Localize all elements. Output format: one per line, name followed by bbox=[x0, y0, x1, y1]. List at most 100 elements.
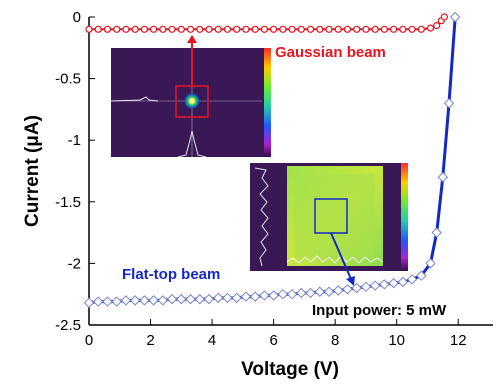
x-tick-label: 10 bbox=[388, 332, 405, 349]
data-point bbox=[286, 288, 298, 300]
data-point bbox=[362, 25, 370, 33]
data-point bbox=[259, 290, 270, 301]
data-point bbox=[334, 25, 342, 33]
data-point bbox=[417, 25, 425, 33]
x-axis: 0 2 4 6 8 10 12 bbox=[85, 319, 467, 349]
data-point bbox=[83, 297, 95, 309]
data-point bbox=[131, 25, 139, 33]
x-axis-title: Voltage (V) bbox=[241, 359, 339, 380]
data-point bbox=[449, 11, 461, 23]
x-tick-label: 12 bbox=[450, 332, 467, 349]
y-tick-label: -1 bbox=[68, 132, 81, 149]
data-point bbox=[433, 22, 441, 30]
data-point bbox=[176, 293, 187, 305]
data-point bbox=[113, 25, 121, 33]
data-point bbox=[240, 291, 252, 302]
data-point bbox=[353, 25, 361, 33]
y-axis: 0 -0.5 -1 -1.5 -2 -2.5 bbox=[55, 9, 95, 334]
y-tick-label: -2 bbox=[68, 255, 81, 272]
data-point bbox=[93, 296, 104, 307]
data-point bbox=[140, 25, 148, 33]
y-tick-label: -2.5 bbox=[55, 317, 81, 334]
data-point bbox=[94, 25, 102, 33]
data-point bbox=[205, 25, 213, 33]
data-point bbox=[323, 286, 335, 297]
data-point bbox=[342, 284, 353, 295]
data-point bbox=[111, 296, 122, 307]
data-point bbox=[168, 25, 176, 33]
data-point bbox=[214, 25, 222, 33]
x-tick-label: 4 bbox=[208, 332, 216, 349]
data-point bbox=[305, 287, 316, 299]
data-point bbox=[231, 292, 242, 304]
data-point bbox=[416, 270, 427, 281]
data-point bbox=[296, 287, 307, 299]
data-point bbox=[360, 281, 372, 293]
data-point bbox=[440, 13, 448, 21]
data-point bbox=[297, 25, 305, 33]
data-point bbox=[166, 293, 178, 305]
data-point bbox=[186, 25, 195, 33]
series-layer bbox=[83, 11, 461, 309]
data-point bbox=[425, 258, 436, 269]
data-point bbox=[148, 295, 159, 306]
plot-frame bbox=[88, 17, 493, 326]
data-point bbox=[443, 98, 455, 109]
data-point bbox=[102, 296, 113, 307]
flattop-arrow bbox=[330, 232, 355, 286]
data-point bbox=[397, 276, 409, 288]
data-point bbox=[222, 292, 233, 304]
y-tick-label: -0.5 bbox=[55, 71, 81, 88]
flat-top-beam-label: Flat-top beam bbox=[122, 266, 220, 283]
data-point bbox=[194, 293, 205, 305]
x-tick-label: 8 bbox=[331, 332, 339, 349]
data-point bbox=[277, 288, 289, 300]
data-point bbox=[150, 25, 158, 33]
data-point bbox=[316, 25, 324, 33]
y-tick-label: 0 bbox=[73, 9, 81, 26]
data-point bbox=[437, 171, 449, 183]
data-point bbox=[177, 25, 185, 33]
data-point bbox=[333, 285, 344, 296]
data-point bbox=[380, 25, 388, 33]
data-point bbox=[351, 282, 362, 294]
x-tick-label: 2 bbox=[146, 332, 154, 349]
data-point bbox=[369, 280, 381, 291]
data-point bbox=[185, 293, 196, 305]
data-point bbox=[242, 25, 250, 33]
data-point bbox=[157, 295, 169, 306]
data-point bbox=[213, 292, 224, 304]
input-power-label: Input power: 5 mW bbox=[312, 302, 447, 319]
data-point bbox=[408, 25, 416, 33]
data-point bbox=[103, 25, 112, 33]
x-tick-label: 0 bbox=[85, 332, 93, 349]
data-point bbox=[270, 25, 278, 33]
x-tick-label: 6 bbox=[269, 332, 277, 349]
data-point bbox=[279, 25, 287, 33]
data-point bbox=[431, 227, 442, 238]
y-tick-label: -1.5 bbox=[55, 194, 81, 211]
data-point bbox=[122, 25, 130, 33]
data-point bbox=[314, 286, 325, 297]
gaussian-beam-label: Gaussian beam bbox=[275, 44, 386, 61]
data-point bbox=[399, 25, 407, 33]
data-point bbox=[306, 25, 315, 33]
data-point bbox=[203, 293, 215, 305]
data-point bbox=[268, 290, 279, 301]
data-point bbox=[196, 25, 204, 33]
data-point bbox=[260, 25, 268, 33]
data-point bbox=[371, 25, 379, 33]
data-point bbox=[233, 25, 241, 33]
data-point bbox=[249, 291, 261, 302]
data-point bbox=[406, 274, 418, 285]
data-point bbox=[223, 25, 232, 33]
y-axis-title: Current (μA) bbox=[22, 115, 43, 227]
data-point bbox=[288, 25, 296, 33]
data-point bbox=[325, 25, 333, 33]
data-point bbox=[85, 25, 93, 33]
gaussian-arrow bbox=[187, 35, 197, 86]
flat-top-beam-profile-image bbox=[250, 163, 408, 271]
data-point bbox=[426, 24, 435, 32]
data-point bbox=[379, 279, 390, 290]
